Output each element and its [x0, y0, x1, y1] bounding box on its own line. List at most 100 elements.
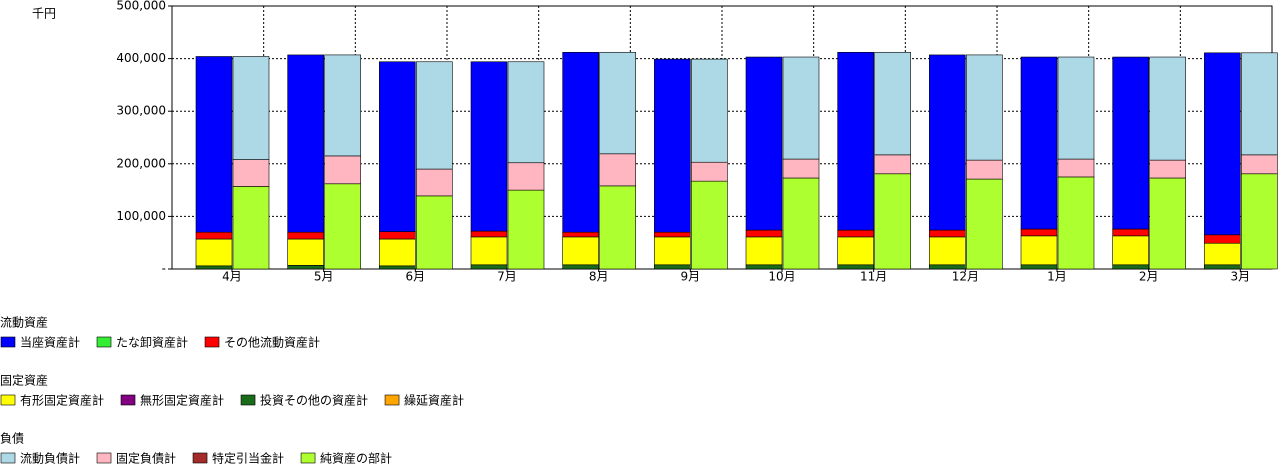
- legend-label: 有形固定資産計: [20, 393, 104, 408]
- bar-segment: [232, 186, 270, 270]
- bar-segment: [929, 54, 966, 231]
- bar-segment: [562, 51, 599, 233]
- bar-segment: [654, 231, 691, 238]
- bar-segment: [966, 178, 1003, 270]
- legend-group-title: 固定資産: [0, 373, 48, 388]
- bar-segment: [324, 54, 361, 157]
- legend-swatch: [204, 336, 220, 348]
- bar-segment: [599, 185, 636, 270]
- bar-segment: [874, 51, 911, 156]
- bar-segment: [232, 159, 270, 187]
- bar-segment: [691, 180, 728, 270]
- bar-segment: [1112, 264, 1149, 270]
- legend-label: 無形固定資産計: [140, 393, 224, 408]
- x-tick-label: 10月: [768, 270, 795, 284]
- bar-segment: [562, 264, 599, 270]
- legend-swatch: [240, 394, 256, 406]
- y-tick-label: 100,000: [116, 209, 166, 223]
- y-tick-label: 200,000: [116, 156, 166, 170]
- bar-segment: [379, 61, 416, 232]
- bar-segment: [929, 229, 966, 238]
- bar-segment: [470, 264, 508, 270]
- bar-segment: [1204, 242, 1241, 266]
- bar-segment: [416, 61, 453, 170]
- x-tick-label: 11月: [860, 270, 887, 284]
- legend-label: 純資産の部計: [320, 451, 392, 466]
- bar-segment: [929, 236, 966, 266]
- y-tick-label: -: [162, 262, 166, 276]
- bar-segment: [654, 264, 691, 270]
- bar-segment: [1020, 228, 1058, 237]
- bar-segment: [654, 58, 691, 233]
- bar-segment: [1241, 173, 1278, 270]
- bar-segment: [1149, 159, 1186, 179]
- bar-segment: [1112, 56, 1149, 230]
- bar-segment: [837, 229, 874, 238]
- y-tick-label: 300,000: [116, 104, 166, 118]
- bar-segment: [287, 54, 324, 233]
- legend-swatch: [120, 394, 136, 406]
- legend-swatch: [0, 336, 16, 348]
- bar-segment: [195, 231, 233, 240]
- bar-segment: [470, 61, 508, 232]
- x-tick-label: 6月: [406, 270, 426, 284]
- bar-segment: [966, 54, 1003, 161]
- bar-segment: [1057, 176, 1095, 270]
- legend-swatch: [0, 452, 16, 464]
- bar-segment: [1020, 56, 1058, 230]
- bar-segment: [324, 155, 361, 185]
- bar-segment: [837, 236, 874, 266]
- x-tick-label: 2月: [1139, 270, 1159, 284]
- bar-segment: [232, 56, 270, 160]
- y-axis-unit: 千円: [32, 7, 56, 21]
- bar-segment: [1020, 235, 1058, 266]
- bar-segment: [654, 236, 691, 266]
- legend-swatch: [96, 452, 112, 464]
- legend-swatch: [384, 394, 400, 406]
- bar-segment: [287, 231, 324, 240]
- x-tick-label: 9月: [681, 270, 701, 284]
- bar-segment: [1241, 154, 1278, 175]
- bar-segment: [1149, 56, 1186, 161]
- bar-segment: [782, 158, 820, 179]
- bar-segment: [782, 177, 820, 270]
- legend-swatch: [192, 452, 208, 464]
- bar-segment: [1020, 264, 1058, 270]
- bar-segment: [966, 159, 1003, 180]
- bar-segment: [195, 56, 233, 233]
- bar-segment: [1204, 234, 1241, 244]
- bar-segment: [745, 56, 783, 231]
- bar-segment: [745, 264, 783, 270]
- bar-segment: [470, 236, 508, 266]
- x-tick-label: 8月: [589, 270, 609, 284]
- bar-segment: [507, 61, 545, 164]
- bar-segment: [1057, 56, 1095, 160]
- bar-segment: [599, 51, 636, 155]
- bar-segment: [1241, 52, 1278, 156]
- legend-label: 繰延資産計: [404, 393, 464, 408]
- y-tick-label: 400,000: [116, 51, 166, 65]
- bar-segment: [874, 173, 911, 270]
- bar-segment: [745, 229, 783, 238]
- bar-segment: [1057, 158, 1095, 178]
- legend-swatch: [0, 394, 16, 406]
- legend-label: その他流動資産計: [224, 335, 320, 350]
- bar-segment: [562, 231, 599, 238]
- legend-label: 固定負債計: [116, 451, 176, 466]
- bar-segment: [287, 265, 324, 270]
- bar-segment: [416, 195, 453, 270]
- bar-segment: [416, 168, 453, 197]
- bar-segment: [1149, 177, 1186, 270]
- bar-segment: [837, 264, 874, 270]
- legend-label: たな卸資産計: [116, 335, 188, 350]
- x-tick-label: 3月: [1231, 270, 1251, 284]
- bar-segment: [599, 153, 636, 187]
- x-tick-label: 4月: [222, 270, 242, 284]
- x-tick-label: 7月: [497, 270, 517, 284]
- legend-swatch: [300, 452, 316, 464]
- x-tick-label: 5月: [314, 270, 334, 284]
- bar-segment: [507, 162, 545, 191]
- bar-segment: [929, 264, 966, 270]
- bar-segment: [691, 58, 728, 163]
